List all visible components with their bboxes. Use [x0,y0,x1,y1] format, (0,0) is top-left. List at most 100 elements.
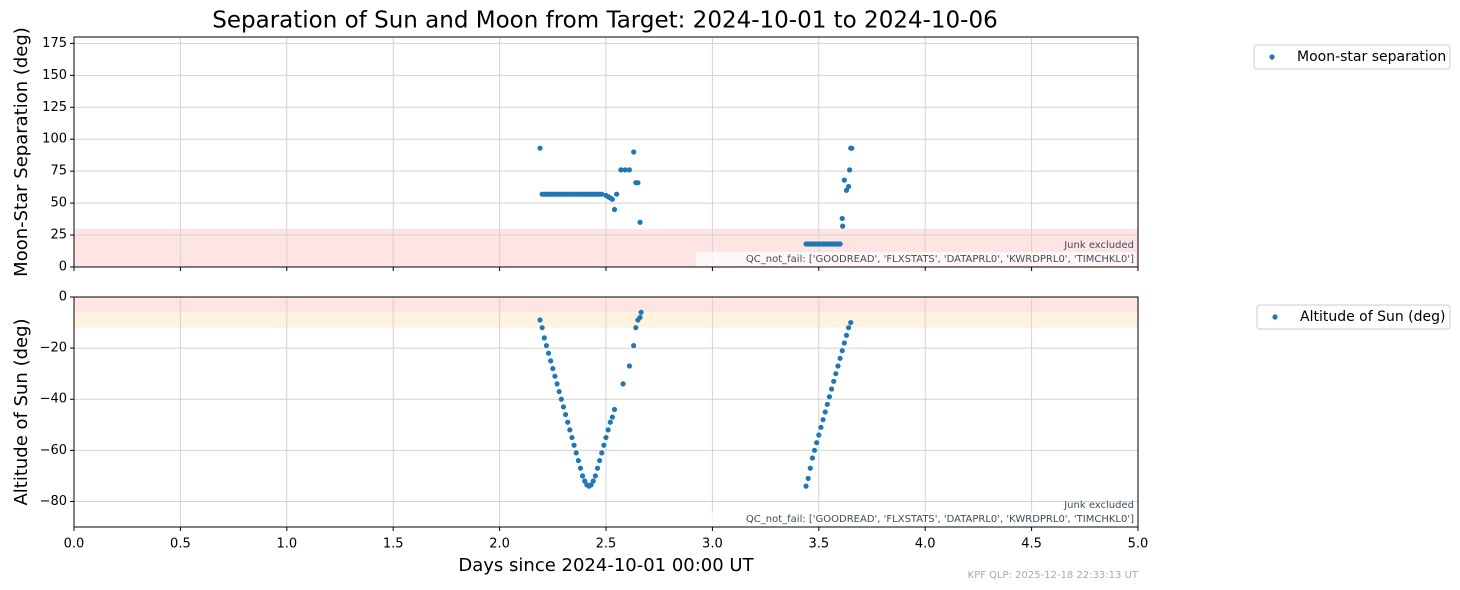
point [626,167,633,173]
series [537,145,855,247]
point [840,223,846,229]
point [537,145,543,151]
point [537,317,543,323]
point [556,388,562,395]
annotation: QC_not_fail: ['GOODREAD', 'FLXSTATS', 'D… [746,514,1134,525]
annotation: Junk excluded [1063,240,1134,251]
point [539,325,545,331]
point [575,457,581,464]
point [541,335,547,341]
point [809,455,816,461]
point [599,191,605,197]
point [843,332,850,338]
point [573,450,579,456]
point [638,309,644,315]
x-tick-label: 0.5 [170,537,191,552]
point [805,475,811,482]
point [567,427,573,433]
point [571,442,577,448]
y-tick-label: 50 [50,196,67,211]
point [637,314,643,321]
y-tick-label: −20 [40,341,67,356]
point [594,465,601,471]
y-tick-label: 25 [50,228,67,243]
point [848,319,854,326]
point [837,241,843,247]
plot-frame [73,296,1139,528]
point [577,465,584,471]
point [839,215,845,222]
y-tick-label: 0 [59,260,67,275]
point [835,363,841,369]
x-tick-label: 2.0 [489,537,510,552]
point [637,219,643,225]
point [622,167,628,173]
plot-frame [73,36,1139,268]
x-tick-label: 4.5 [1021,537,1042,552]
point [811,447,818,453]
annotation-bg [696,512,1136,526]
point [558,396,564,402]
point [609,414,615,420]
legend-box [1253,44,1451,70]
point [569,434,575,441]
point [841,177,847,183]
point [601,442,607,448]
point [839,348,845,354]
point [803,483,809,489]
point [565,419,571,425]
legend-marker [1269,54,1275,60]
point [599,450,605,456]
y-tick-label: 100 [42,132,67,147]
point [631,342,637,349]
x-tick-label: 4.0 [915,537,936,552]
point [841,340,847,346]
point [822,409,828,415]
legend-label: Moon-star separation [1297,49,1446,65]
x-tick-label: 5.0 [1128,537,1149,552]
point [845,325,852,331]
point [607,419,613,425]
point [545,350,552,356]
point [543,342,550,349]
annotation: Junk excluded [1063,500,1134,511]
y-axis-label: Moon-Star Separation (deg) [11,27,32,277]
point [620,381,626,387]
point [845,183,852,190]
annotation: QC_not_fail: ['GOODREAD', 'FLXSTATS', 'D… [746,254,1134,265]
point [635,180,641,186]
y-tick-label: 150 [42,68,67,83]
point [611,206,618,213]
point [626,363,633,369]
series [537,309,854,489]
legend-label: Altitude of Sun (deg) [1300,309,1446,325]
x-tick-label: 1.0 [276,537,297,552]
y-tick-label: 0 [59,290,67,305]
point [831,378,837,384]
point [592,473,598,479]
point [826,394,833,400]
point [562,411,569,418]
x-tick-label: 1.5 [383,537,404,552]
y-tick-label: −40 [40,392,67,407]
point [590,478,596,484]
point [588,482,594,488]
point [847,167,853,173]
point [554,381,560,387]
point [837,355,843,361]
point [614,191,620,197]
point [824,401,830,407]
y-tick-label: 125 [42,100,67,115]
point [814,440,820,446]
legend-box [1256,304,1451,330]
point [550,365,556,372]
point [828,386,835,392]
point [807,465,813,471]
point [605,427,611,433]
point [597,457,603,464]
x-tick-label: 0.0 [64,537,85,552]
point [560,404,567,410]
point [816,432,822,438]
point [582,478,588,484]
